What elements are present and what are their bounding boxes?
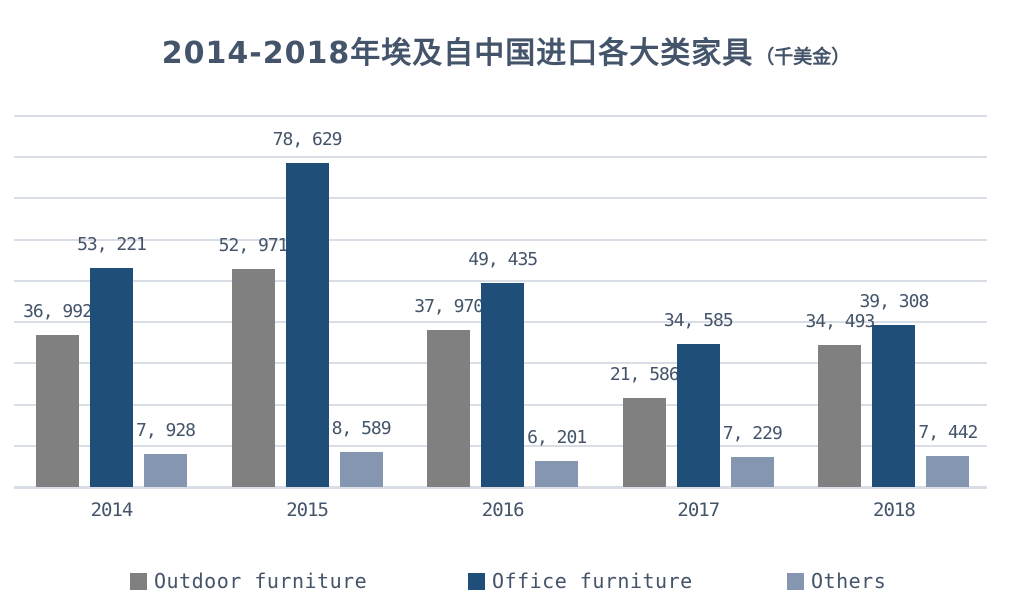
gridline-50000 <box>14 279 987 282</box>
x-axis-label-2018: 2018 <box>873 499 916 521</box>
bar-office-2014 <box>90 267 133 487</box>
value-label-others-2014: 7, 928 <box>135 420 196 442</box>
legend-swatch-office <box>468 572 485 590</box>
value-label-office-2018: 39, 308 <box>859 290 929 312</box>
legend-label-office: Office furniture <box>492 569 693 593</box>
bar-office-2016 <box>481 283 525 487</box>
legend-label-others: Others <box>811 569 887 593</box>
bar-office-2018 <box>872 324 916 487</box>
bar-outdoor-2017 <box>622 398 666 487</box>
x-axis-line <box>14 486 987 489</box>
chart-title: 2014-2018年埃及自中国进口各大类家具 （千美金） <box>0 28 1012 72</box>
bar-outdoor-2018 <box>818 344 862 487</box>
gridline-60000 <box>14 238 987 241</box>
gridline-70000 <box>14 197 987 200</box>
value-label-others-2016: 6, 201 <box>527 427 587 449</box>
value-label-outdoor-2016: 37, 970 <box>414 296 484 318</box>
legend-label-outdoor: Outdoor furniture <box>154 569 368 593</box>
bar-outdoor-2014 <box>36 334 79 487</box>
bar-others-2016 <box>535 461 579 487</box>
bar-others-2015 <box>339 451 383 487</box>
legend-swatch-others <box>787 572 804 590</box>
legend-swatch-outdoor <box>130 572 147 590</box>
value-label-outdoor-2018: 34, 493 <box>805 310 875 332</box>
x-axis-label-2016: 2016 <box>481 499 525 521</box>
x-axis-label-2017: 2017 <box>677 499 720 521</box>
legend-item-office: Office furniture <box>468 571 693 591</box>
bar-others-2018 <box>926 456 970 487</box>
bar-outdoor-2016 <box>427 330 471 487</box>
x-axis-label-2014: 2014 <box>90 499 134 521</box>
bar-others-2017 <box>730 457 774 487</box>
value-label-others-2015: 8, 589 <box>331 417 392 439</box>
value-label-office-2016: 49, 435 <box>468 249 538 271</box>
bar-office-2017 <box>676 344 720 487</box>
value-label-others-2018: 7, 442 <box>918 422 978 444</box>
value-label-office-2017: 34, 585 <box>663 310 734 332</box>
value-label-outdoor-2015: 52, 971 <box>218 234 289 256</box>
value-label-others-2017: 7, 229 <box>722 423 783 445</box>
legend-item-others: Others <box>787 571 886 591</box>
chart-title-unit: （千美金） <box>755 46 851 68</box>
value-label-outdoor-2017: 21, 586 <box>609 364 680 386</box>
legend-item-outdoor: Outdoor furniture <box>130 571 367 591</box>
value-label-outdoor-2014: 36, 992 <box>23 300 93 322</box>
bar-others-2014 <box>144 454 187 487</box>
value-label-office-2014: 53, 221 <box>77 233 147 255</box>
value-label-office-2015: 78, 629 <box>272 128 343 150</box>
gridline-80000 <box>14 156 987 159</box>
gridline-90000 <box>14 115 987 117</box>
bar-office-2015 <box>285 162 329 487</box>
chart-title-text: 2014-2018年埃及自中国进口各大类家具 <box>161 36 754 71</box>
x-axis-label-2015: 2015 <box>286 499 329 521</box>
bar-outdoor-2015 <box>231 268 275 487</box>
